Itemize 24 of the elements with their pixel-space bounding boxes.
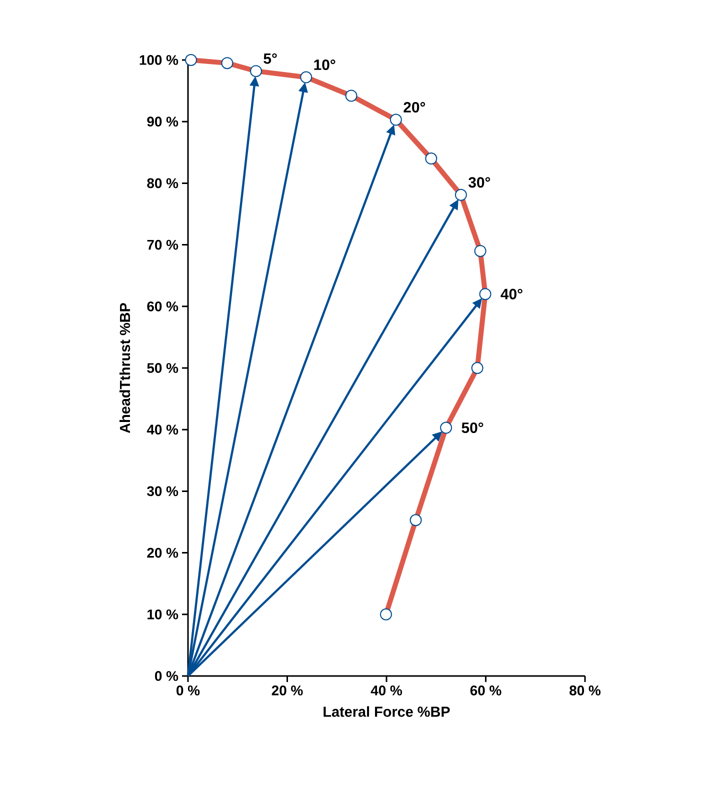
y-axis-title: AheadTthrust %BP — [119, 303, 130, 434]
y-tick-label: 10 % — [148, 609, 178, 620]
y-tick-label: 70 % — [147, 240, 178, 250]
annotation: 40° — [500, 288, 522, 300]
annotation: 30° — [468, 177, 490, 188]
y-tick-label: 30 % — [147, 486, 178, 496]
annotation: 50° — [462, 422, 484, 434]
annotation: 20° — [404, 102, 426, 113]
annotation: 10° — [314, 59, 336, 70]
x-tick-label: 80 % — [570, 686, 601, 696]
y-tick-label: 40 % — [146, 424, 178, 435]
y-tick-label: 50 % — [147, 363, 178, 373]
x-axis-title: Lateral Force %BP — [324, 706, 450, 717]
y-tick-label: 0 % — [154, 671, 178, 681]
y-tick-label: 20 % — [147, 548, 178, 558]
y-tick-label: 100 % — [140, 55, 178, 65]
y-tick-label: 60 % — [147, 301, 178, 312]
x-tick-label: 60 % — [470, 686, 502, 696]
x-tick-label: 20 % — [272, 686, 303, 696]
y-tick-label: 80 % — [147, 178, 178, 188]
y-tick-label: 90 % — [147, 116, 178, 127]
annotation: 5° — [264, 53, 277, 64]
x-tick-label: 0 % — [176, 686, 200, 696]
x-tick-label: 40 % — [370, 686, 402, 696]
